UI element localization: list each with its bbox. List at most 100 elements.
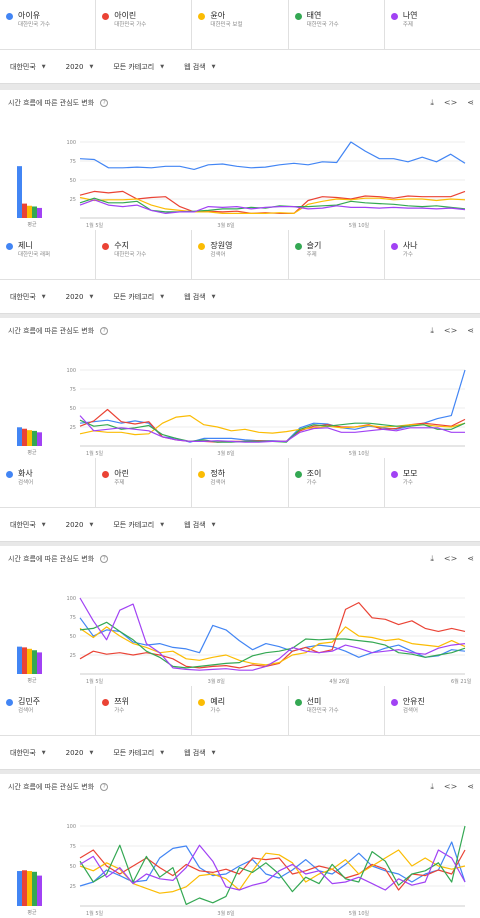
term-item[interactable]: 화사 검색어: [0, 458, 97, 507]
term-item[interactable]: 사나 가수: [385, 230, 480, 279]
term-item[interactable]: 예리 가수: [192, 686, 289, 735]
term-name: 슬기: [306, 241, 322, 250]
region-label: 대한민국: [10, 292, 36, 301]
series-line: [79, 621, 466, 669]
color-dot-icon: [390, 699, 398, 706]
region-filter[interactable]: 대한민국 ▼: [10, 520, 46, 530]
download-icon[interactable]: ⤓: [430, 326, 434, 335]
term-item[interactable]: 슬기 주제: [289, 230, 385, 279]
color-dot-icon: [294, 471, 302, 478]
term-sub: 검색어: [18, 708, 34, 714]
series-line: [79, 844, 466, 891]
category-filter[interactable]: 모든 카테고리 ▼: [113, 292, 164, 302]
series-line: [79, 196, 466, 215]
caret-down-icon: ▼: [160, 749, 165, 756]
y-tick-label: 25: [70, 884, 76, 890]
y-tick-label: 75: [70, 159, 76, 165]
year-filter[interactable]: 2020 ▼: [66, 293, 94, 301]
average-bar: [37, 875, 42, 906]
term-sub: 주제: [114, 480, 125, 486]
download-icon[interactable]: ⤓: [430, 98, 434, 107]
term-name: 조이: [306, 469, 322, 478]
average-label: 평균: [27, 221, 37, 228]
help-icon[interactable]: ?: [100, 327, 109, 335]
region-filter[interactable]: 대한민국 ▼: [10, 748, 46, 758]
download-icon[interactable]: ⤓: [430, 554, 434, 563]
x-tick-label: 1월 5일: [86, 450, 104, 457]
color-dot-icon: [198, 13, 206, 20]
term-sub: 가수: [114, 708, 125, 714]
share-icon[interactable]: ⋖: [467, 326, 474, 335]
help-icon[interactable]: ?: [100, 783, 109, 791]
term-sub: 가수: [402, 480, 413, 486]
interest-chart: 평균 25 50 75 100 1월 5일 3월 8일 5월 10일: [17, 368, 466, 457]
share-icon[interactable]: ⋖: [467, 98, 474, 107]
color-dot-icon: [6, 699, 13, 706]
term-item[interactable]: 윤아 대한민국 보컬: [192, 0, 289, 49]
series-line: [79, 617, 466, 658]
category-filter[interactable]: 모든 카테고리 ▼: [113, 62, 164, 72]
region-label: 대한민국: [10, 62, 36, 71]
region-filter[interactable]: 대한민국 ▼: [10, 62, 46, 72]
term-item[interactable]: 모모 가수: [385, 458, 480, 507]
term-sub: 대한민국 보컬: [210, 22, 243, 28]
term-item[interactable]: 아이유 대한민국 가수: [0, 0, 97, 49]
term-item[interactable]: 쯔위 가수: [96, 686, 193, 735]
search-type-filter[interactable]: 웹 검색 ▼: [184, 292, 215, 302]
category-label: 모든 카테고리: [113, 62, 155, 71]
term-name: 나연: [402, 11, 418, 20]
caret-down-icon: ▼: [41, 63, 46, 70]
help-icon[interactable]: ?: [100, 99, 109, 107]
average-bar: [37, 207, 42, 218]
share-icon[interactable]: ⋖: [467, 782, 474, 791]
color-dot-icon: [390, 13, 398, 20]
term-item[interactable]: 장원영 검색어: [192, 230, 289, 279]
y-tick-label: 100: [66, 596, 76, 602]
term-item[interactable]: 태연 대한민국 가수: [289, 0, 385, 49]
search-type-filter[interactable]: 웹 검색 ▼: [184, 748, 215, 758]
x-tick-label: 3월 8일: [217, 222, 235, 229]
interest-chart: 평균 25 50 75 100 1월 5일 3월 8일 4월 26일 6월 21일: [17, 596, 472, 685]
category-filter[interactable]: 모든 카테고리 ▼: [113, 520, 164, 530]
x-tick-label: 3월 8일: [217, 910, 235, 917]
year-filter[interactable]: 2020 ▼: [66, 521, 94, 529]
average-bar: [22, 428, 27, 446]
x-tick-label: 6월 21일: [451, 678, 472, 685]
term-item[interactable]: 아린 주제: [96, 458, 193, 507]
term-sub: 가수: [402, 252, 413, 258]
term-item[interactable]: 나연 주제: [385, 0, 480, 49]
share-icon[interactable]: ⋖: [467, 554, 474, 563]
search-type-filter[interactable]: 웹 검색 ▼: [184, 62, 215, 72]
term-sub: 가수: [210, 708, 221, 714]
category-label: 모든 카테고리: [113, 520, 155, 529]
embed-icon[interactable]: <>: [443, 782, 458, 791]
average-bar: [27, 648, 32, 674]
caret-down-icon: ▼: [89, 293, 94, 300]
term-sub: 검색어: [18, 480, 34, 486]
download-icon[interactable]: ⤓: [430, 782, 434, 791]
average-bar: [37, 432, 42, 446]
x-tick-label: 1월 5일: [86, 222, 104, 229]
term-item[interactable]: 조이 가수: [289, 458, 385, 507]
term-item[interactable]: 수지 대한민국 가수: [96, 230, 193, 279]
embed-icon[interactable]: <>: [443, 98, 458, 107]
term-item[interactable]: 정하 검색어: [192, 458, 289, 507]
embed-icon[interactable]: <>: [443, 326, 458, 335]
average-bar: [17, 166, 22, 218]
term-item[interactable]: 선미 대한민국 가수: [289, 686, 385, 735]
term-item[interactable]: 제니 대한민국 래퍼: [0, 230, 97, 279]
help-icon[interactable]: ?: [100, 555, 109, 563]
region-filter[interactable]: 대한민국 ▼: [10, 292, 46, 302]
term-item[interactable]: 안유진 검색어: [385, 686, 480, 735]
term-name: 아이린: [114, 11, 137, 20]
term-sub: 대한민국 가수: [114, 22, 147, 28]
category-filter[interactable]: 모든 카테고리 ▼: [113, 748, 164, 758]
embed-icon[interactable]: <>: [443, 554, 458, 563]
interest-card-2: 시간 흐름에 따른 관심도 변화? ⤓ <> ⋖ 평균 25 50 75 100 1월 5일 3…: [0, 318, 480, 458]
year-filter[interactable]: 2020 ▼: [66, 749, 94, 757]
term-item[interactable]: 김민주 검색어: [0, 686, 97, 735]
search-type-filter[interactable]: 웹 검색 ▼: [184, 520, 215, 530]
year-filter[interactable]: 2020 ▼: [66, 63, 94, 71]
